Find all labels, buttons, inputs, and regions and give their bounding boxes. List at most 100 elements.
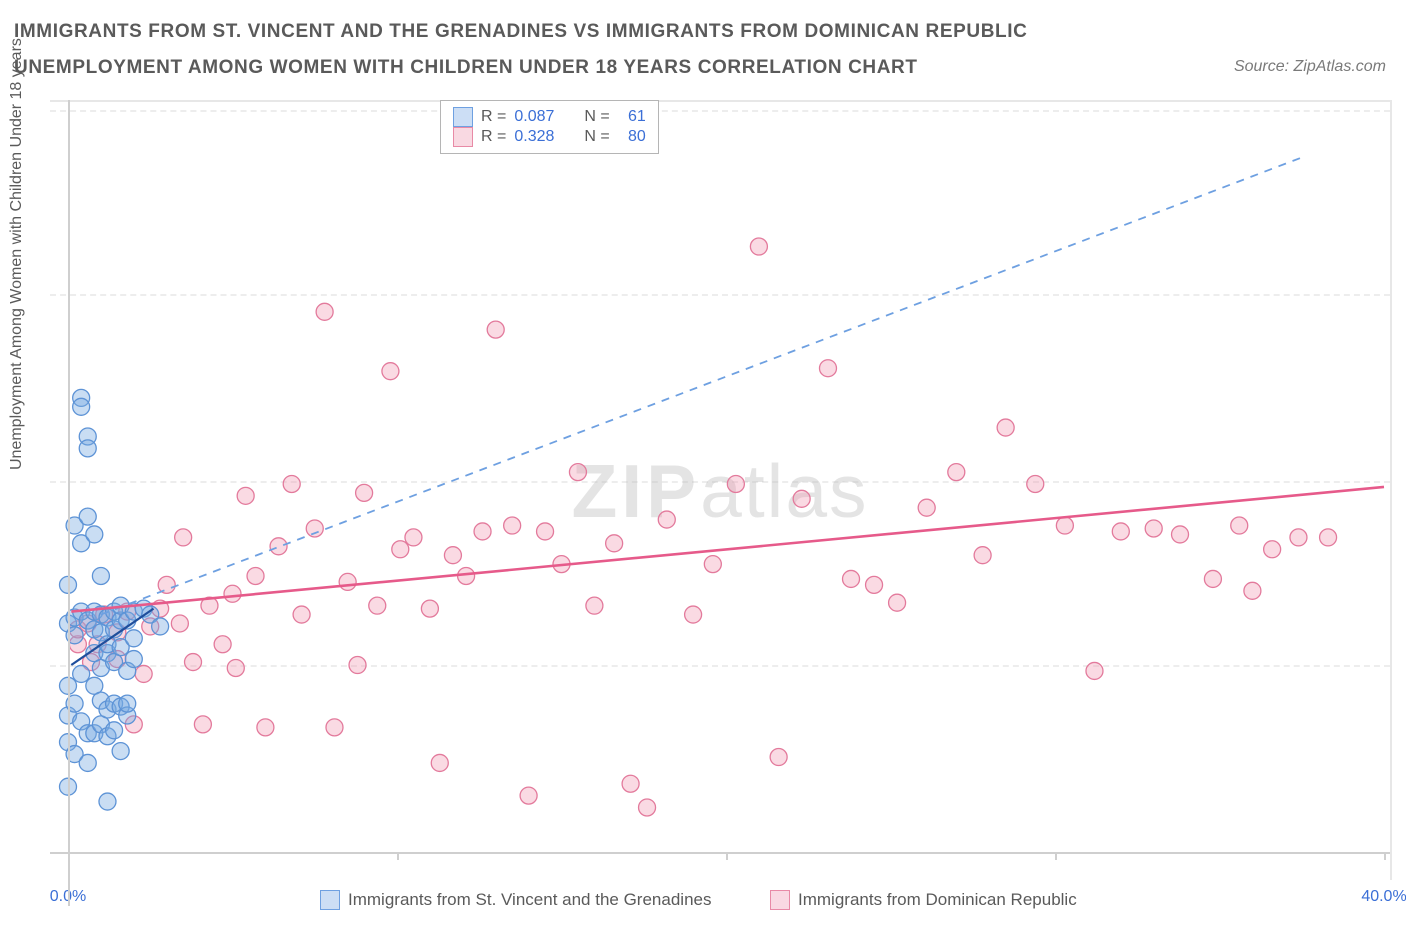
chart-title: IMMIGRANTS FROM ST. VINCENT AND THE GREN… <box>14 14 1176 86</box>
legend-row: R = 0.087N = 61 <box>453 107 646 127</box>
data-point <box>175 529 192 546</box>
data-point <box>1056 517 1073 534</box>
data-point <box>306 520 323 537</box>
series-name: Immigrants from Dominican Republic <box>798 890 1077 910</box>
data-point <box>171 615 188 632</box>
source-attribution: Source: ZipAtlas.com <box>1234 58 1386 76</box>
data-point <box>316 303 333 320</box>
legend-n-value: 61 <box>618 108 646 126</box>
data-point <box>125 630 142 647</box>
data-point <box>293 606 310 623</box>
legend-n-prefix: N = <box>584 108 609 126</box>
legend-n-prefix: N = <box>584 128 609 146</box>
data-point <box>227 659 244 676</box>
data-point <box>458 567 475 584</box>
data-point <box>112 743 129 760</box>
data-point <box>73 398 90 415</box>
legend-r-value: 0.328 <box>514 128 554 146</box>
source-name: ZipAtlas.com <box>1294 58 1386 75</box>
trendline <box>101 157 1302 614</box>
series-legend: Immigrants from Dominican Republic <box>770 890 1077 910</box>
data-point <box>685 606 702 623</box>
data-point <box>639 799 656 816</box>
data-point <box>727 475 744 492</box>
data-point <box>270 538 287 555</box>
data-point <box>224 585 241 602</box>
data-point <box>247 567 264 584</box>
legend-swatch <box>320 890 340 910</box>
data-point <box>237 487 254 504</box>
data-point <box>382 363 399 380</box>
data-point <box>92 567 109 584</box>
series-legend: Immigrants from St. Vincent and the Gren… <box>320 890 711 910</box>
legend-row: R = 0.328 N = 80 <box>453 127 646 147</box>
data-point <box>283 475 300 492</box>
chart-svg <box>50 102 1390 880</box>
legend-swatch <box>453 127 473 147</box>
x-tick-mark <box>726 852 728 860</box>
data-point <box>326 719 343 736</box>
data-point <box>974 547 991 564</box>
data-point <box>1112 523 1129 540</box>
data-point <box>79 508 96 525</box>
data-point <box>586 597 603 614</box>
data-point <box>569 464 586 481</box>
legend-n-value: 80 <box>618 128 646 146</box>
y-axis-line <box>68 100 70 906</box>
y-axis-label: Unemployment Among Women with Children U… <box>8 38 26 470</box>
data-point <box>793 490 810 507</box>
x-tick-mark <box>397 852 399 860</box>
data-point <box>369 597 386 614</box>
data-point <box>1027 475 1044 492</box>
plot-area: ZIPatlas R = 0.087N = 61R = 0.328N = 80 … <box>50 100 1392 880</box>
correlation-legend: R = 0.087 N = 61R = 0.328 N = 80 <box>440 100 659 154</box>
x-tick-label: 40.0% <box>1361 888 1406 906</box>
data-point <box>125 651 142 668</box>
data-point <box>421 600 438 617</box>
data-point <box>106 722 123 739</box>
data-point <box>79 754 96 771</box>
data-point <box>1290 529 1307 546</box>
legend-r-value: 0.087 <box>514 108 554 126</box>
data-point <box>889 594 906 611</box>
data-point <box>819 360 836 377</box>
x-tick-mark <box>68 852 70 860</box>
data-point <box>349 657 366 674</box>
data-point <box>704 556 721 573</box>
data-point <box>194 716 211 733</box>
data-point <box>214 636 231 653</box>
data-point <box>1231 517 1248 534</box>
data-point <box>622 775 639 792</box>
data-point <box>1244 582 1261 599</box>
trendline <box>71 487 1384 612</box>
data-point <box>750 238 767 255</box>
series-name: Immigrants from St. Vincent and the Gren… <box>348 890 711 910</box>
data-point <box>444 547 461 564</box>
data-point <box>431 754 448 771</box>
data-point <box>843 570 860 587</box>
data-point <box>339 573 356 590</box>
data-point <box>504 517 521 534</box>
data-point <box>356 484 373 501</box>
data-point <box>997 419 1014 436</box>
data-point <box>405 529 422 546</box>
legend-r-prefix: R = <box>481 128 506 146</box>
data-point <box>152 618 169 635</box>
data-point <box>866 576 883 593</box>
data-point <box>1320 529 1337 546</box>
legend-swatch <box>770 890 790 910</box>
data-point <box>520 787 537 804</box>
data-point <box>99 793 116 810</box>
x-tick-mark <box>1055 852 1057 860</box>
data-point <box>119 695 136 712</box>
data-point <box>86 526 103 543</box>
data-point <box>1204 570 1221 587</box>
data-point <box>474 523 491 540</box>
data-point <box>135 665 152 682</box>
data-point <box>1086 662 1103 679</box>
data-point <box>770 749 787 766</box>
data-point <box>1264 541 1281 558</box>
legend-swatch <box>453 107 473 127</box>
data-point <box>537 523 554 540</box>
data-point <box>73 665 90 682</box>
